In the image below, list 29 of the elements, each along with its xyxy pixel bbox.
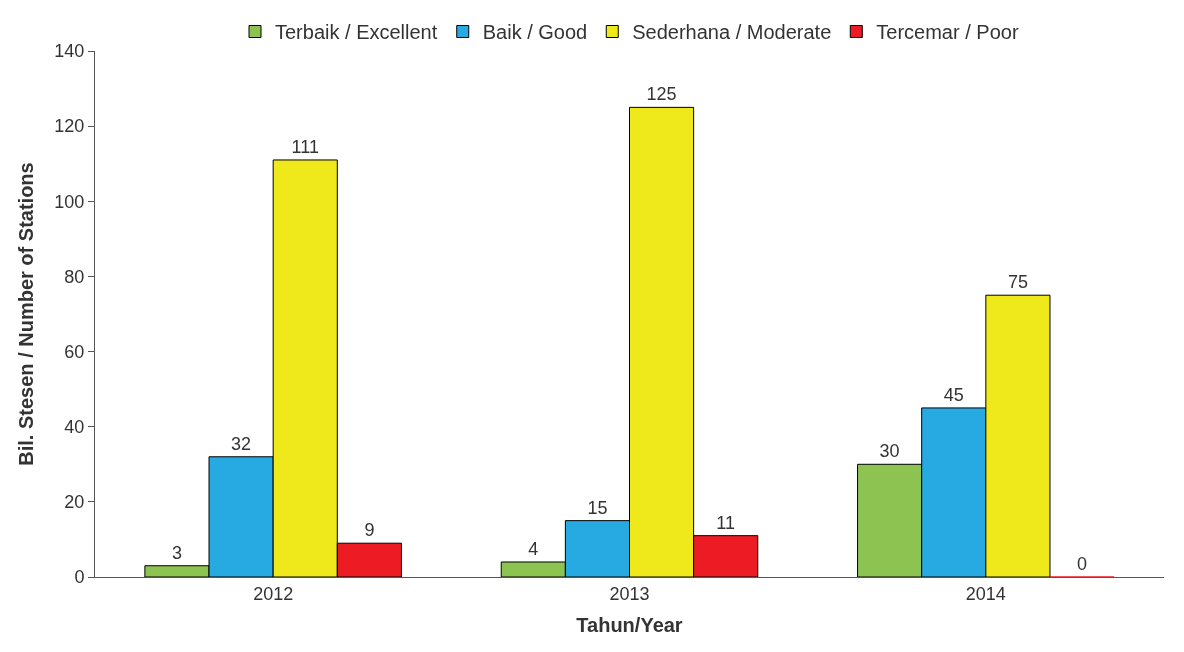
data-label: 75: [1007, 272, 1028, 293]
legend-label: Terbaik / Excellent: [275, 21, 438, 44]
data-label: 0: [1077, 554, 1088, 574]
y-tick-label: 100: [54, 191, 85, 212]
y-tick-label: 120: [54, 116, 85, 137]
y-tick-label: 20: [64, 492, 85, 513]
x-tick-label: 2013: [609, 583, 650, 604]
data-label: 111: [291, 136, 319, 157]
data-label: 30: [879, 441, 900, 462]
x-tick-label: 2012: [253, 583, 294, 604]
data-label: 3: [171, 542, 182, 563]
data-label: 125: [646, 84, 677, 105]
data-label: 9: [364, 520, 375, 541]
x-axis-title: Tahun/Year: [576, 614, 683, 637]
data-label: 45: [943, 384, 964, 405]
y-tick-label: 0: [74, 567, 85, 588]
data-label: 11: [716, 512, 736, 533]
x-tick-label: 2014: [965, 583, 1006, 604]
y-axis-title: Bil. Stesen / Number of Stations: [14, 162, 37, 466]
legend-label: Baik / Good: [482, 21, 588, 44]
legend-label: Tercemar / Poor: [876, 21, 1019, 44]
y-tick-label: 80: [64, 266, 85, 287]
y-tick-label: 40: [64, 417, 85, 438]
data-label: 15: [587, 497, 608, 518]
legend-label: Sederhana / Moderate: [632, 21, 832, 44]
data-label: 32: [231, 433, 252, 454]
y-tick-label: 140: [54, 41, 85, 62]
y-tick-label: 60: [64, 341, 85, 362]
data-label: 4: [528, 538, 539, 559]
